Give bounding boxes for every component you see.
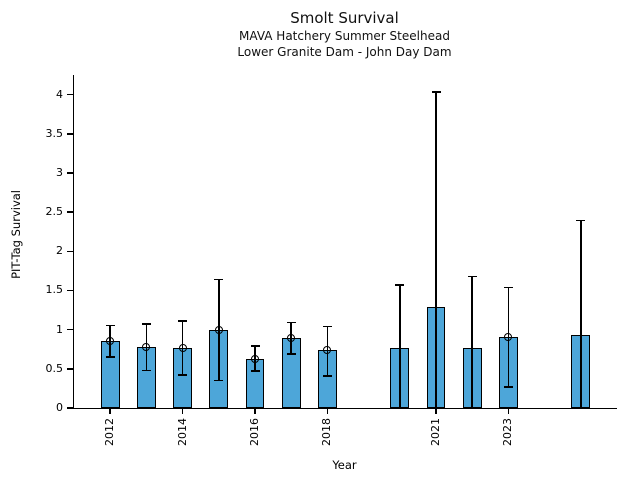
y-axis-tick: [66, 250, 73, 253]
x-axis-tick: [181, 408, 184, 414]
point-estimate-marker: [323, 346, 332, 355]
error-bar-cap-top: [503, 286, 513, 289]
y-axis-tick-label: 2.5: [45, 205, 64, 219]
error-bar-cap-top: [576, 219, 586, 222]
x-axis-tick-label: 2016: [248, 418, 261, 446]
point-estimate-marker: [142, 342, 151, 351]
x-axis-tick: [109, 408, 111, 414]
y-axis-tick: [66, 368, 73, 370]
error-bar-cap-bottom: [178, 374, 188, 376]
x-axis-tick-label: 2014: [175, 418, 189, 446]
error-bar-line: [471, 276, 473, 408]
title-block: Smolt Survival MAVA Hatchery Summer Stee…: [73, 9, 616, 60]
point-estimate-marker: [287, 334, 296, 343]
error-bar-cap-top: [105, 324, 115, 327]
y-axis-tick-label: 3: [56, 165, 63, 179]
x-axis-tick: [435, 408, 437, 414]
point-estimate-marker: [214, 326, 223, 335]
y-axis-tick-label: 0: [56, 401, 63, 414]
chart-subtitle-line1: MAVA Hatchery Summer Steelhead: [239, 29, 450, 43]
x-axis-tick: [254, 408, 256, 414]
x-axis-tick-label: 2012: [103, 418, 117, 446]
error-bar-cap-bottom: [214, 379, 224, 382]
error-bar-cap-top: [431, 91, 441, 93]
x-axis-tick-label: 2021: [429, 418, 442, 446]
x-axis-tick-label: 2018: [320, 418, 334, 446]
y-axis-tick: [66, 133, 73, 135]
error-bar-line: [435, 92, 437, 408]
x-axis-tick-label: 2023: [501, 418, 515, 446]
x-axis-label: Year: [332, 458, 357, 472]
error-bar-cap-top: [214, 278, 224, 281]
error-bar-line: [399, 284, 401, 408]
y-axis-tick: [66, 93, 73, 96]
y-axis-tick-label: 2: [56, 244, 63, 258]
y-axis-tick: [66, 407, 73, 409]
error-bar-cap-top: [141, 323, 151, 325]
error-bar-cap-top: [395, 284, 405, 286]
y-axis-tick: [66, 211, 73, 213]
point-estimate-marker: [106, 337, 115, 346]
error-bar-line: [580, 220, 582, 408]
error-bar-cap-top: [467, 275, 477, 278]
error-bar-cap-top: [250, 345, 260, 347]
error-bar-cap-top: [286, 321, 296, 324]
y-axis-tick: [66, 172, 73, 174]
y-axis-tick-label: 1: [56, 322, 63, 336]
y-axis-tick-label: 3.5: [45, 126, 64, 140]
chart-subtitle-line2: Lower Granite Dam - John Day Dam: [237, 45, 452, 59]
error-bar-cap-bottom: [250, 370, 260, 372]
y-axis-tick-label: 4: [56, 87, 63, 101]
error-bar-cap-bottom: [141, 369, 151, 372]
plot-area: 0 0.5 1 1.5 2 2.5 3 3.5 4 2012 2014 2016 2018 2021 202…: [46, 75, 617, 446]
y-axis-label: PIT-Tag Survival: [9, 190, 23, 279]
x-axis-tick: [507, 408, 510, 414]
error-bar-cap-bottom: [286, 353, 296, 355]
error-bar-cap-top: [178, 320, 188, 322]
error-bar-cap-bottom: [322, 375, 332, 377]
point-estimate-marker: [178, 344, 187, 353]
chart-title: Smolt Survival: [290, 9, 399, 27]
point-estimate-marker: [504, 333, 513, 342]
error-bar-cap-top: [322, 325, 332, 328]
error-bar-cap-bottom: [503, 386, 513, 388]
error-bar-cap-bottom: [105, 356, 115, 358]
y-axis-tick-label: 0.5: [45, 361, 64, 375]
y-axis-tick-label: 1.5: [45, 283, 64, 297]
x-axis-tick: [326, 408, 329, 414]
y-axis-tick: [66, 289, 73, 292]
point-estimate-marker: [251, 354, 259, 363]
y-axis-tick: [66, 328, 73, 331]
